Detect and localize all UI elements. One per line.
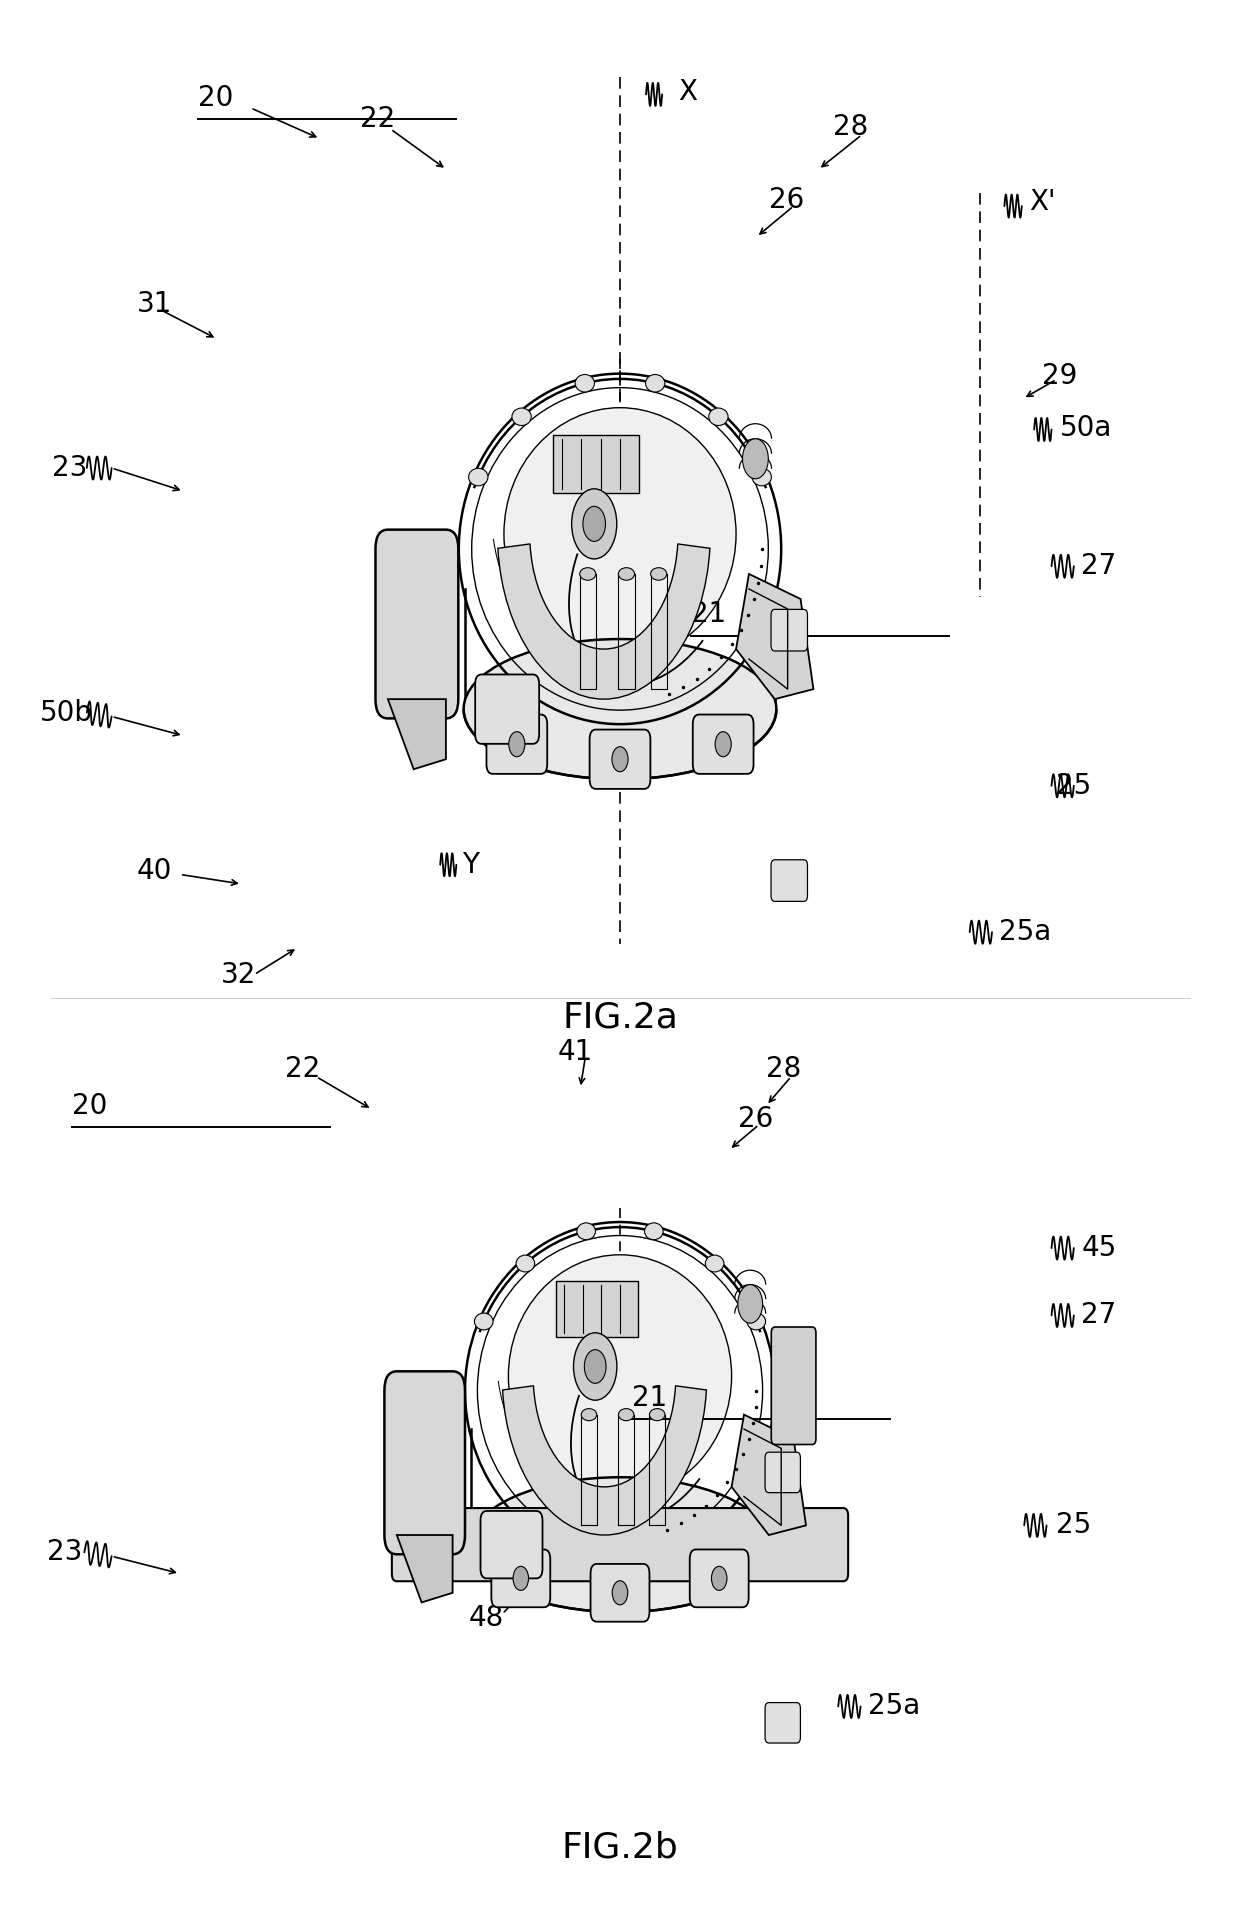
FancyBboxPatch shape	[384, 1371, 465, 1554]
Ellipse shape	[580, 568, 595, 580]
Ellipse shape	[503, 408, 737, 661]
FancyBboxPatch shape	[771, 609, 807, 651]
Ellipse shape	[709, 408, 728, 426]
Ellipse shape	[651, 568, 667, 580]
Polygon shape	[737, 574, 813, 699]
FancyBboxPatch shape	[556, 1281, 637, 1337]
FancyBboxPatch shape	[771, 859, 807, 901]
Ellipse shape	[645, 1223, 663, 1240]
Ellipse shape	[470, 1477, 770, 1612]
Text: 50a: 50a	[1060, 414, 1112, 441]
FancyBboxPatch shape	[771, 1327, 816, 1444]
Ellipse shape	[646, 374, 665, 393]
FancyBboxPatch shape	[475, 674, 539, 743]
Wedge shape	[498, 543, 709, 699]
Ellipse shape	[508, 1256, 732, 1498]
Circle shape	[508, 732, 525, 757]
Ellipse shape	[577, 1223, 595, 1240]
Ellipse shape	[706, 1256, 724, 1271]
Text: 28: 28	[766, 1055, 801, 1082]
Circle shape	[513, 1566, 528, 1591]
Circle shape	[712, 1566, 727, 1591]
Circle shape	[573, 1333, 618, 1400]
Text: 23: 23	[47, 1539, 83, 1566]
Circle shape	[613, 747, 627, 772]
Text: 25: 25	[1056, 1512, 1091, 1539]
Circle shape	[715, 732, 732, 757]
FancyBboxPatch shape	[553, 435, 639, 493]
Ellipse shape	[516, 1256, 534, 1271]
Ellipse shape	[650, 1408, 665, 1421]
Text: X': X'	[1029, 189, 1055, 216]
Text: 22: 22	[360, 106, 394, 133]
Polygon shape	[388, 699, 446, 768]
Text: FIG.2a: FIG.2a	[562, 1002, 678, 1034]
Text: 25: 25	[1056, 772, 1091, 799]
Text: 32: 32	[221, 961, 257, 988]
FancyBboxPatch shape	[590, 1564, 650, 1622]
FancyBboxPatch shape	[765, 1452, 801, 1493]
Text: 25a: 25a	[868, 1693, 920, 1720]
FancyBboxPatch shape	[765, 1703, 801, 1743]
Ellipse shape	[619, 568, 635, 580]
FancyBboxPatch shape	[693, 715, 754, 774]
Text: 45: 45	[1081, 1235, 1116, 1262]
Text: 50b: 50b	[40, 699, 93, 726]
Ellipse shape	[469, 468, 489, 485]
Circle shape	[583, 507, 605, 541]
Text: 22: 22	[285, 1055, 320, 1082]
Circle shape	[572, 489, 616, 559]
Circle shape	[738, 1285, 763, 1323]
Text: 29: 29	[1042, 362, 1078, 389]
Wedge shape	[502, 1387, 707, 1535]
Circle shape	[613, 1581, 627, 1604]
Text: 26: 26	[738, 1106, 773, 1132]
Text: 20: 20	[72, 1092, 108, 1119]
FancyBboxPatch shape	[486, 715, 547, 774]
Ellipse shape	[751, 468, 771, 485]
Text: X: X	[678, 79, 697, 106]
Ellipse shape	[619, 1408, 634, 1421]
Polygon shape	[732, 1414, 806, 1535]
FancyBboxPatch shape	[689, 1549, 749, 1606]
Ellipse shape	[746, 1314, 765, 1331]
Text: 27: 27	[1081, 1302, 1116, 1329]
Ellipse shape	[512, 408, 531, 426]
Text: FIG.2b: FIG.2b	[562, 1832, 678, 1864]
Text: 21: 21	[632, 1385, 667, 1412]
FancyBboxPatch shape	[590, 730, 650, 790]
Text: Y: Y	[463, 851, 480, 878]
Text: 48: 48	[469, 1604, 503, 1631]
Polygon shape	[397, 1535, 453, 1602]
FancyBboxPatch shape	[376, 530, 459, 718]
FancyBboxPatch shape	[491, 1549, 551, 1606]
Text: 27: 27	[1081, 553, 1116, 580]
FancyBboxPatch shape	[392, 1508, 848, 1581]
Circle shape	[584, 1350, 606, 1383]
Text: 28: 28	[833, 114, 868, 141]
Text: 25a: 25a	[999, 919, 1052, 946]
Text: 31: 31	[136, 291, 172, 318]
Text: 40: 40	[136, 857, 172, 884]
Text: 41: 41	[558, 1038, 593, 1065]
FancyBboxPatch shape	[480, 1510, 542, 1579]
Text: 20: 20	[198, 85, 234, 112]
Ellipse shape	[475, 1314, 494, 1331]
Ellipse shape	[582, 1408, 596, 1421]
Ellipse shape	[575, 374, 594, 393]
Circle shape	[743, 439, 769, 480]
Ellipse shape	[464, 639, 776, 780]
Text: 26: 26	[769, 187, 804, 214]
Text: 23: 23	[52, 455, 88, 482]
Text: 21: 21	[691, 601, 725, 628]
